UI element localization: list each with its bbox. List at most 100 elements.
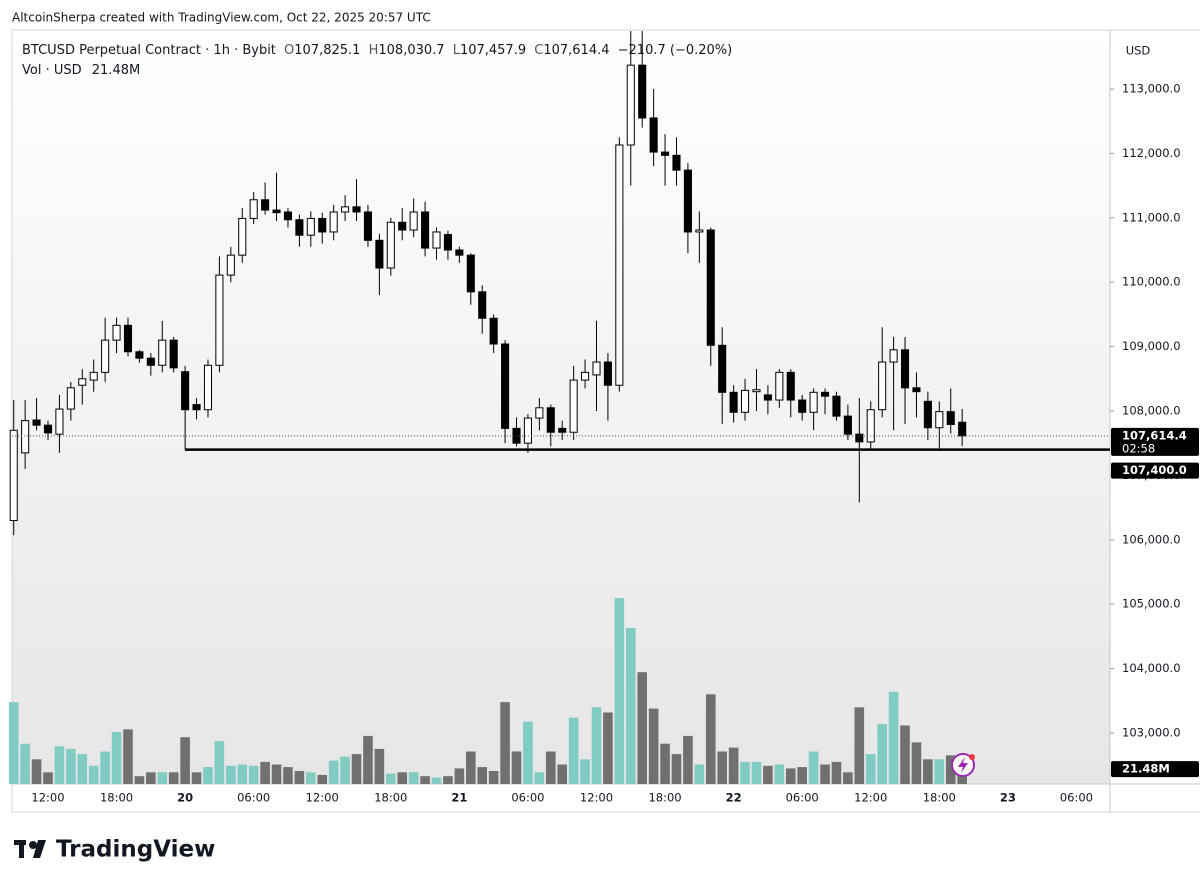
volume-bar xyxy=(843,772,853,784)
candle-body xyxy=(798,399,807,413)
candle-body xyxy=(889,349,898,363)
candle-body xyxy=(786,371,795,401)
volume-bar xyxy=(785,768,796,784)
volume-bar xyxy=(797,767,807,784)
y-tick-label: 106,000.0 xyxy=(1122,532,1181,546)
volume-bar xyxy=(740,761,750,784)
candle-body xyxy=(649,117,658,153)
volume-bar xyxy=(774,764,785,784)
volume-bar xyxy=(88,765,99,784)
volume-bar xyxy=(157,772,168,784)
candle-body xyxy=(123,324,133,353)
candle-body xyxy=(489,317,498,345)
volume-bar xyxy=(454,768,465,784)
candle-body xyxy=(421,211,430,249)
volume-bar xyxy=(945,755,956,784)
candle-body xyxy=(192,404,201,411)
last-price-label: 107,614.4 xyxy=(1122,428,1187,442)
candle-body xyxy=(135,351,144,359)
candle-body xyxy=(923,400,932,429)
volume-bar xyxy=(123,729,133,784)
volume-bar xyxy=(340,756,350,784)
candle-body xyxy=(341,206,350,213)
candle-body xyxy=(78,378,87,386)
volume-bar xyxy=(717,751,727,784)
candle-body xyxy=(443,234,452,251)
candle-body xyxy=(66,387,75,410)
volume-bar xyxy=(900,725,910,784)
x-tick-label: 06:00 xyxy=(511,791,544,805)
volume-bar xyxy=(77,754,88,784)
x-tick-label: 18:00 xyxy=(648,791,681,805)
legend-value: 107,614.4 xyxy=(543,43,609,58)
volume-bar xyxy=(386,773,396,784)
volume-bar xyxy=(763,765,773,784)
candle-body xyxy=(832,395,841,417)
y-tick-label: 111,000.0 xyxy=(1122,210,1181,224)
candle-body xyxy=(43,424,53,434)
countdown: 02:58 xyxy=(1122,441,1155,455)
brand: TradingView xyxy=(56,837,215,863)
volume-bar xyxy=(226,765,236,784)
volume-axis-label: 21.48M xyxy=(1122,762,1170,776)
candle-body xyxy=(878,361,887,411)
volume-bar xyxy=(443,776,453,784)
candle-body xyxy=(21,420,30,454)
y-tick-label: 105,000.0 xyxy=(1122,597,1181,611)
candle-body xyxy=(226,254,235,276)
x-tick-label: 12:00 xyxy=(580,791,613,805)
volume-bar xyxy=(488,771,499,784)
y-tick-label: 103,000.0 xyxy=(1122,725,1181,739)
volume-bar xyxy=(603,712,613,784)
chart-title: BTCUSD Perpetual Contract · 1h · Bybit xyxy=(22,43,276,58)
legend-key: C xyxy=(534,43,543,58)
x-tick-label: 18:00 xyxy=(374,791,407,805)
candle-body xyxy=(855,433,864,443)
candle-body xyxy=(775,371,784,401)
x-tick-label: 18:00 xyxy=(100,791,133,805)
volume-bar xyxy=(751,761,762,784)
candle-body xyxy=(912,387,921,393)
candle-body xyxy=(306,217,315,236)
change: −210.7 (−0.20%) xyxy=(618,43,733,58)
volume-bar xyxy=(248,765,259,784)
candle-body xyxy=(432,231,441,249)
marks xyxy=(8,31,1110,784)
volume-bar xyxy=(705,694,716,784)
candle-body xyxy=(946,411,955,426)
legend-value: 107,457.9 xyxy=(460,43,526,58)
candle-body xyxy=(363,211,372,241)
volume-bar xyxy=(66,748,76,784)
indicator-icon[interactable] xyxy=(951,753,975,777)
candle-body xyxy=(661,151,670,156)
candle-body xyxy=(478,291,487,319)
x-tick-label: 21 xyxy=(451,791,467,805)
candle-body xyxy=(763,394,772,401)
legend-value: 107,825.1 xyxy=(294,43,360,58)
candle-body xyxy=(101,339,110,373)
candle-body xyxy=(535,407,544,419)
volume-label-box xyxy=(1111,761,1199,778)
volume-bar xyxy=(420,776,430,784)
candle-body xyxy=(809,391,818,413)
volume-bar xyxy=(8,702,19,784)
volume-bar xyxy=(671,754,682,784)
volume-bar xyxy=(854,707,865,784)
volume-bar xyxy=(374,748,385,784)
candle-body xyxy=(295,219,304,236)
candle-body xyxy=(375,239,384,269)
candle-body xyxy=(89,371,98,381)
candle-body xyxy=(318,217,327,233)
volume-legend: Vol · USD 21.48M xyxy=(22,63,140,78)
candle-body xyxy=(706,229,715,346)
legend-key: H xyxy=(369,43,379,58)
volume-bar xyxy=(500,702,510,784)
volume-bar xyxy=(877,724,887,784)
volume-bar xyxy=(397,772,408,784)
candle-body xyxy=(672,154,681,171)
candle-body xyxy=(55,408,64,435)
volume-bar xyxy=(660,743,670,784)
volume-bar xyxy=(808,751,819,784)
price-line-box xyxy=(1111,462,1199,479)
